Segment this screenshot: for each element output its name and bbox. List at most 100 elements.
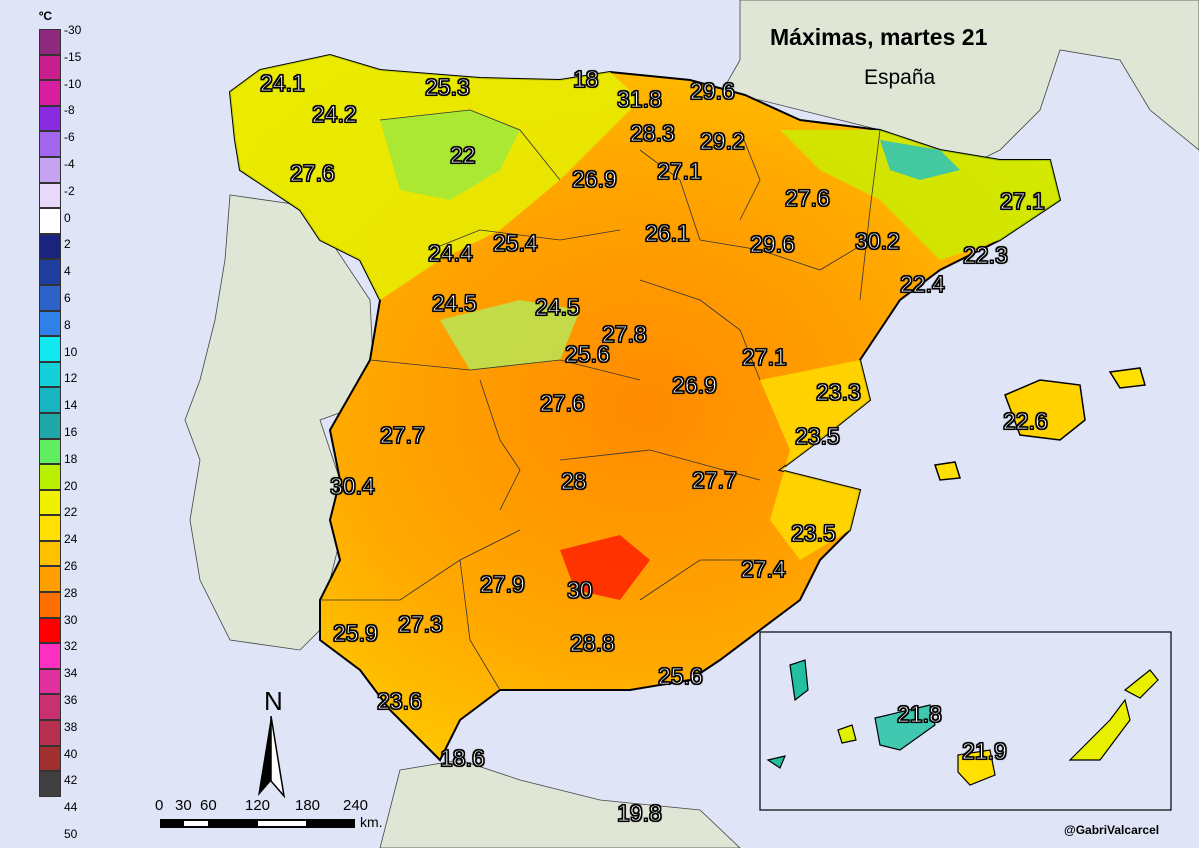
gran-canaria bbox=[957, 749, 996, 786]
legend-tick-label: 2 bbox=[64, 237, 71, 252]
east-coast-zone bbox=[760, 360, 870, 560]
temperature-label: 27.6 bbox=[290, 160, 336, 186]
legend-swatch bbox=[39, 464, 61, 490]
legend-swatch bbox=[39, 336, 61, 362]
central-system-zone bbox=[440, 300, 580, 370]
temperature-label: 27.1 bbox=[657, 158, 703, 184]
legend-tick-label: 16 bbox=[64, 425, 78, 439]
temperature-label: 27.1 bbox=[1000, 188, 1046, 214]
legend-tick-label: 26 bbox=[64, 559, 78, 573]
legend-tick-label: 38 bbox=[64, 719, 78, 734]
la-palma bbox=[789, 659, 809, 702]
temperature-label: 25.4 bbox=[493, 230, 539, 256]
pyrenees-cool-zone bbox=[780, 130, 1060, 260]
temperature-label: 19.8 bbox=[617, 800, 663, 826]
legend-unit: ºC bbox=[39, 9, 53, 23]
portugal-land bbox=[184, 194, 376, 651]
temperature-label: 27.7 bbox=[692, 467, 738, 493]
temperature-label: 18.6 bbox=[440, 745, 486, 771]
temperature-label: 31.8 bbox=[617, 86, 663, 112]
province-borders bbox=[320, 109, 881, 691]
credit-text: @GabriValcarcel bbox=[1064, 823, 1160, 837]
legend-swatch bbox=[39, 182, 61, 209]
temperature-label: 22.6 bbox=[1003, 408, 1049, 434]
temperature-label: 23.5 bbox=[795, 423, 841, 449]
legend-swatch bbox=[39, 515, 61, 541]
legend-tick-label: 34 bbox=[64, 666, 78, 681]
temperature-label: 25.9 bbox=[333, 620, 379, 646]
temperature-label: 27.6 bbox=[785, 185, 831, 211]
legend-tick-label: 24 bbox=[64, 532, 78, 547]
legend-tick-label: 20 bbox=[64, 478, 78, 493]
scale-label-30: 30 bbox=[175, 797, 192, 814]
temperature-label: 28.8 bbox=[570, 630, 616, 656]
temperature-label: 18 bbox=[573, 66, 600, 92]
legend-swatch bbox=[39, 694, 61, 721]
legend-tick-label: 4 bbox=[64, 264, 71, 279]
legend-tick-label: -8 bbox=[64, 103, 75, 118]
temperature-label: 26.1 bbox=[645, 220, 691, 246]
legend-swatch bbox=[39, 566, 61, 593]
legend-swatch bbox=[39, 643, 61, 669]
el-hierro bbox=[766, 755, 787, 769]
legend-swatch bbox=[39, 233, 61, 260]
temperature-label: 26.9 bbox=[672, 372, 718, 398]
temperature-label: 27.1 bbox=[742, 344, 788, 370]
temperature-label: 24.5 bbox=[535, 294, 581, 320]
legend-tick-label: 12 bbox=[64, 371, 78, 386]
temperature-label: 22.4 bbox=[900, 271, 946, 297]
scale-label-180: 180 bbox=[295, 797, 321, 814]
temperature-label: 25.6 bbox=[658, 663, 704, 689]
temperature-label: 30.4 bbox=[330, 473, 376, 499]
legend-swatch bbox=[39, 438, 61, 465]
legend-swatch bbox=[39, 387, 61, 413]
temperature-label: 24.1 bbox=[260, 70, 306, 96]
leon-green-zone bbox=[380, 110, 520, 200]
scale-label-0: 0 bbox=[155, 797, 164, 814]
temperature-label: 21.8 bbox=[897, 701, 943, 727]
temperature-label: 28 bbox=[561, 468, 588, 494]
legend-tick-label: -6 bbox=[64, 130, 75, 145]
legend-tick-label: 44 bbox=[64, 800, 78, 815]
temperature-label: 29.6 bbox=[750, 231, 796, 257]
legend-swatch bbox=[39, 489, 61, 516]
legend-tick-label: 10 bbox=[64, 344, 78, 359]
legend-tick-label: 50 bbox=[64, 827, 78, 841]
temperature-label: 24.2 bbox=[312, 101, 358, 127]
legend-tick-label: 30 bbox=[64, 612, 78, 627]
temperature-label: 25.3 bbox=[425, 74, 471, 100]
jaen-hot-zone bbox=[560, 535, 650, 600]
north-label: N bbox=[264, 686, 283, 716]
africa-land bbox=[379, 759, 741, 848]
temperature-label: 25.6 bbox=[565, 341, 611, 367]
legend-swatch bbox=[39, 80, 61, 106]
legend-color-bar bbox=[39, 29, 61, 797]
temperature-label: 21.9 bbox=[962, 738, 1008, 764]
legend-swatch bbox=[39, 617, 61, 644]
temperature-label: 24.5 bbox=[432, 290, 478, 316]
legend-swatch bbox=[39, 105, 61, 132]
temperature-label: 27.9 bbox=[480, 571, 526, 597]
legend-tick-label: 32 bbox=[64, 639, 78, 654]
temperature-legend: ºC -30 -15 -10 -8 -6 -4 -2 0 2 4 6 8 10 12 14 16 18 20 22 2… bbox=[38, 9, 96, 841]
mallorca bbox=[1004, 379, 1086, 441]
tenerife bbox=[874, 704, 936, 751]
temperature-label: 26.9 bbox=[572, 166, 618, 192]
temperature-label: 27.7 bbox=[380, 422, 426, 448]
temperature-label: 22.3 bbox=[963, 242, 1009, 268]
scale-bar-graphic bbox=[160, 819, 355, 828]
legend-swatch bbox=[39, 412, 61, 439]
legend-swatch bbox=[39, 259, 61, 285]
temperature-label: 27.6 bbox=[540, 390, 586, 416]
legend-tick-label: 42 bbox=[64, 773, 78, 788]
legend-swatch bbox=[39, 771, 61, 797]
legend-swatch bbox=[39, 540, 61, 567]
ibiza bbox=[934, 461, 961, 481]
legend-tick-label: -10 bbox=[64, 76, 82, 91]
legend-tick-label: 40 bbox=[64, 746, 78, 761]
legend-swatch bbox=[39, 208, 61, 234]
legend-swatch bbox=[39, 745, 61, 772]
temperature-label: 29.2 bbox=[700, 128, 746, 154]
